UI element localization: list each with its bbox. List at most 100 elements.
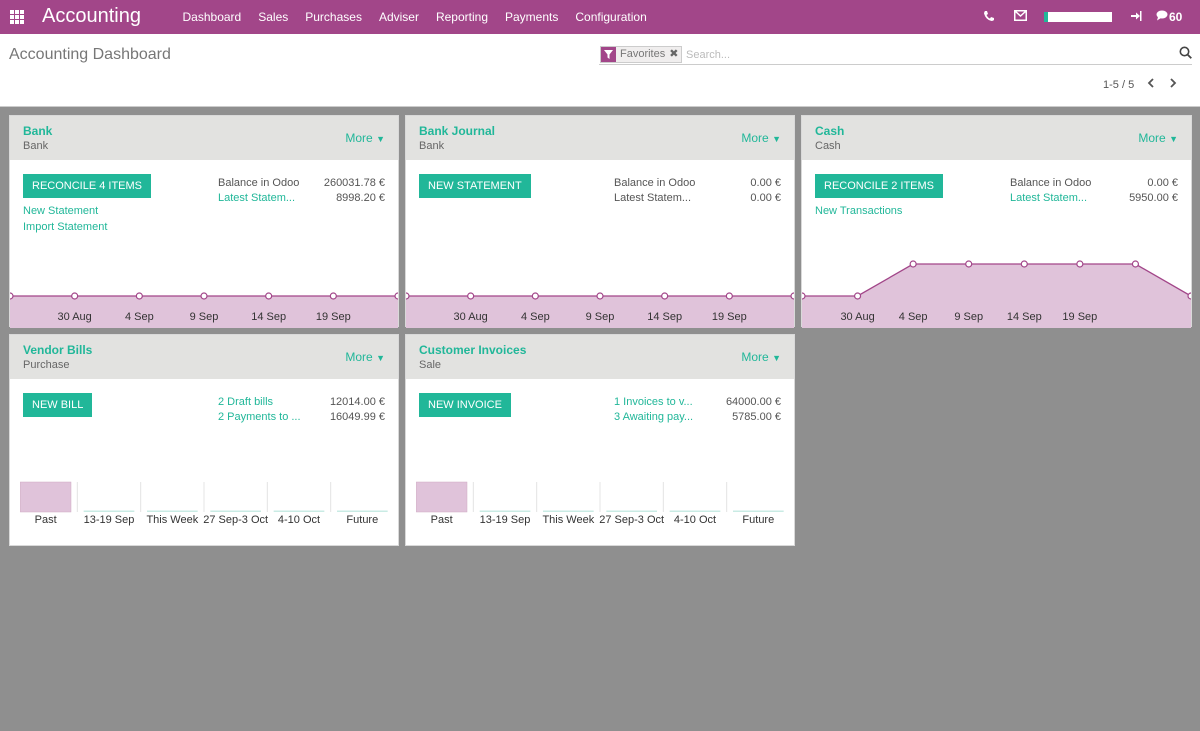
card-header: Bank Journal Bank More ▼ [406, 116, 794, 160]
chart-x-label: 19 Sep [1062, 311, 1097, 323]
card-subtitle: Sale [419, 359, 442, 371]
menu-item-dashboard[interactable]: Dashboard [182, 10, 242, 24]
area-chart-svg: 30 Aug 4 Sep 9 Sep 14 Sep 19 Sep [10, 292, 398, 328]
chart-area [406, 296, 794, 328]
chart-bar [543, 510, 594, 512]
pager-next-button[interactable] [1168, 77, 1178, 92]
search-box: Favorites ✖ [599, 44, 1192, 65]
menu-item-adviser[interactable]: Adviser [378, 10, 419, 24]
latest-statement-link[interactable]: Latest Statem... [1010, 192, 1088, 204]
chart-point [135, 292, 143, 300]
chart-point [265, 292, 273, 300]
chat-icon[interactable] [1156, 10, 1168, 24]
chart-x-label: 19 Sep [712, 311, 747, 323]
chart-x-label: 27 Sep-3 Oct [203, 514, 268, 526]
reconcile-button[interactable]: RECONCILE 2 ITEMS [815, 174, 944, 198]
chart-point [467, 292, 475, 300]
page-title: Accounting Dashboard [9, 46, 171, 63]
app-brand: Accounting [42, 5, 141, 27]
latest-statement-link[interactable]: Latest Statem... [218, 192, 296, 204]
caret-down-icon: ▼ [772, 353, 781, 363]
more-dropdown[interactable]: More ▼ [1138, 131, 1178, 145]
balance-value: 0.00 € [1147, 177, 1178, 189]
balance-value: 260031.78 € [323, 177, 385, 189]
search-icon[interactable] [1179, 46, 1192, 62]
chart-bar [20, 481, 72, 513]
mail-icon[interactable] [1014, 10, 1027, 24]
chart-x-label: 4 Sep [125, 311, 154, 323]
latest-statement-value: 5950.00 € [1129, 192, 1178, 204]
menu-item-configuration[interactable]: Configuration [575, 10, 647, 24]
new-invoice-button[interactable]: NEW INVOICE [419, 393, 511, 417]
chart-x-label: Past [431, 514, 453, 526]
more-dropdown[interactable]: More ▼ [345, 131, 385, 145]
card-title[interactable]: Customer Invoices [419, 343, 527, 357]
card-title[interactable]: Bank Journal [419, 124, 496, 138]
chart-x-label: Past [35, 514, 57, 526]
card-title[interactable]: Bank [23, 124, 53, 138]
card-header: Cash Cash More ▼ [802, 116, 1191, 160]
new-transactions-link[interactable]: New Transactions [815, 205, 903, 217]
draft-bills-link[interactable]: 2 Draft bills [218, 396, 274, 408]
aging-bar-chart: Past 13-19 Sep This Week 27 Sep-3 Oct 4-10 O… [10, 475, 398, 527]
chart-bar [669, 510, 721, 512]
chart-x-label: 14 Sep [1007, 311, 1042, 323]
payments-link[interactable]: 2 Payments to ... [218, 411, 301, 423]
remove-facet-icon[interactable]: ✖ [669, 48, 679, 60]
caret-down-icon: ▼ [1169, 134, 1178, 144]
new-statement-link[interactable]: New Statement [23, 205, 99, 217]
chart-bar [733, 510, 784, 512]
chart-x-label: 9 Sep [190, 311, 219, 323]
phone-icon[interactable] [983, 10, 995, 25]
journal-card-bank-journal: Bank Journal Bank More ▼ NEW STATEMENT B… [405, 115, 795, 328]
menu-item-reporting[interactable]: Reporting [435, 10, 488, 24]
balance-label: Balance in Odoo [1010, 177, 1092, 189]
chart-point [71, 292, 79, 300]
chart-x-label: 19 Sep [316, 311, 351, 323]
payments-value: 16049.99 € [329, 411, 385, 423]
search-input[interactable] [686, 46, 1166, 63]
chart-point [10, 292, 14, 300]
new-bill-button[interactable]: NEW BILL [23, 393, 93, 417]
chart-point [596, 292, 604, 300]
card-subtitle: Bank [23, 140, 49, 152]
chart-point [725, 292, 733, 300]
more-dropdown[interactable]: More ▼ [345, 350, 385, 364]
chart-x-label: 30 Aug [454, 311, 488, 323]
chart-x-label: 14 Sep [251, 311, 286, 323]
chart-point [200, 292, 208, 300]
search-facet[interactable]: Favorites ✖ [600, 46, 683, 63]
import-statement-link[interactable]: Import Statement [23, 221, 108, 233]
chart-area [802, 264, 1191, 328]
caret-down-icon: ▼ [772, 134, 781, 144]
chart-bar [337, 510, 388, 512]
menu-item-payments[interactable]: Payments [505, 10, 559, 24]
menu-item-purchases[interactable]: Purchases [305, 10, 362, 24]
awaiting-payment-link[interactable]: 3 Awaiting pay... [614, 411, 694, 423]
latest-statement-value: 8998.20 € [336, 192, 385, 204]
reconcile-button[interactable]: RECONCILE 4 ITEMS [23, 174, 152, 198]
invoices-to-validate-link[interactable]: 1 Invoices to v... [614, 396, 693, 408]
aging-bar-chart: Past 13-19 Sep This Week 27 Sep-3 Oct 4-10 O… [406, 475, 794, 527]
chart-bar [83, 510, 135, 512]
chart-point [853, 292, 862, 300]
card-title[interactable]: Cash [815, 124, 845, 138]
card-title[interactable]: Vendor Bills [23, 343, 93, 357]
card-header: Vendor Bills Purchase More ▼ [10, 335, 398, 379]
menu-item-sales[interactable]: Sales [258, 10, 289, 24]
balance-chart: 30 Aug 4 Sep 9 Sep 14 Sep 19 Sep [10, 246, 398, 328]
signout-icon[interactable] [1130, 10, 1142, 25]
chart-x-label: This Week [542, 514, 594, 526]
apps-icon[interactable] [10, 10, 24, 24]
more-dropdown[interactable]: More ▼ [741, 131, 781, 145]
latest-statement-label: Latest Statem... [614, 192, 692, 204]
new-statement-button[interactable]: NEW STATEMENT [419, 174, 531, 198]
pager-previous-button[interactable] [1146, 77, 1156, 92]
chart-bar [479, 510, 531, 512]
messages-count[interactable]: 60 [1169, 10, 1183, 24]
control-panel: Accounting Dashboard Favorites ✖ 1-5 / 5 [0, 34, 1200, 107]
caret-down-icon: ▼ [376, 353, 385, 363]
chart-x-label: 14 Sep [647, 311, 682, 323]
chart-x-label: 30 Aug [840, 311, 874, 323]
more-dropdown[interactable]: More ▼ [741, 350, 781, 364]
